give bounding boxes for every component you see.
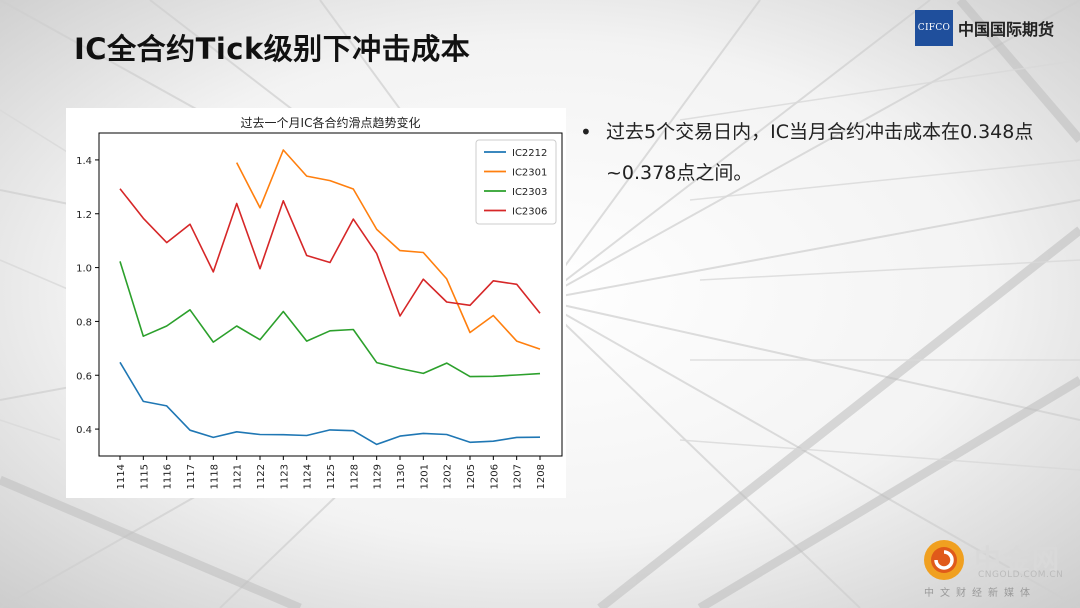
x-tick-label: 1125 xyxy=(326,464,337,489)
x-tick-label: 1118 xyxy=(209,464,220,489)
legend-label-ic2306: IC2306 xyxy=(512,207,547,218)
series-line-ic2303 xyxy=(119,261,541,378)
chart-title: 过去一个月IC各合约滑点趋势变化 xyxy=(241,115,421,130)
series-line-ic2306 xyxy=(119,188,541,317)
x-tick-label: 1116 xyxy=(163,464,174,489)
x-tick-label: 1207 xyxy=(513,464,524,489)
x-tick-label: 1123 xyxy=(279,464,290,489)
bullet-point: • 过去5个交易日内，IC当月合约冲击成本在0.348点~0.378点之间。 xyxy=(580,112,1050,194)
x-tick-label: 1202 xyxy=(443,464,454,489)
x-tick-label: 1117 xyxy=(186,464,197,489)
legend-label-ic2303: IC2303 xyxy=(512,187,547,198)
x-tick-label: 1130 xyxy=(396,464,407,489)
cifco-logo: CIFCO 中国国际期货 xyxy=(915,10,1054,46)
x-tick-label: 1115 xyxy=(139,464,150,489)
logo-box: CIFCO xyxy=(915,10,953,46)
slide-title: IC全合约Tick级别下冲击成本 xyxy=(74,32,471,66)
legend-box xyxy=(475,139,557,225)
x-tick-label: 1121 xyxy=(233,464,244,489)
y-tick-label: 1.4 xyxy=(76,156,92,167)
bullet-dot: • xyxy=(580,120,592,144)
x-tick-label: 1124 xyxy=(303,464,314,489)
x-tick-label: 1128 xyxy=(349,464,360,489)
x-tick-label: 1114 xyxy=(116,464,127,489)
series-line-ic2301 xyxy=(235,149,541,350)
watermark-url: CNGOLD.COM.CN xyxy=(978,570,1064,580)
y-tick-label: 0.6 xyxy=(76,371,92,382)
cngold-watermark: 中金网 CNGOLD.COM.CN 中文财经新媒体 xyxy=(922,534,1072,600)
x-tick-label: 1205 xyxy=(466,464,477,489)
x-tick-label: 1208 xyxy=(536,464,547,489)
line-chart: 过去一个月IC各合约滑点趋势变化 0.4 0.6 0.8 1.0 1.2 1.4 1114 11… xyxy=(66,108,566,498)
watermark-name: 中金网 xyxy=(974,545,1061,576)
chart-container: 过去一个月IC各合约滑点趋势变化 0.4 0.6 0.8 1.0 1.2 1.4 1114 11… xyxy=(66,108,566,498)
bullet-text: 过去5个交易日内，IC当月合约冲击成本在0.348点~0.378点之间。 xyxy=(606,121,1034,184)
x-tick-label: 1129 xyxy=(373,464,384,489)
x-tick-label: 1122 xyxy=(256,464,267,489)
watermark-tagline: 中文财经新媒体 xyxy=(924,588,1036,599)
y-tick-label: 0.4 xyxy=(76,425,92,436)
legend-label-ic2301: IC2301 xyxy=(512,168,547,179)
series-line-ic2212 xyxy=(119,361,541,446)
sun-logo-icon xyxy=(924,540,964,580)
x-tick-label: 1206 xyxy=(489,464,500,489)
y-tick-label: 0.8 xyxy=(76,317,92,328)
legend-label-ic2212: IC2212 xyxy=(512,148,547,159)
x-tick-label: 1201 xyxy=(419,464,430,489)
plot-frame xyxy=(98,132,563,457)
y-tick-label: 1.2 xyxy=(76,210,92,221)
y-tick-label: 1.0 xyxy=(76,264,92,275)
logo-name: 中国国际期货 xyxy=(958,20,1055,39)
